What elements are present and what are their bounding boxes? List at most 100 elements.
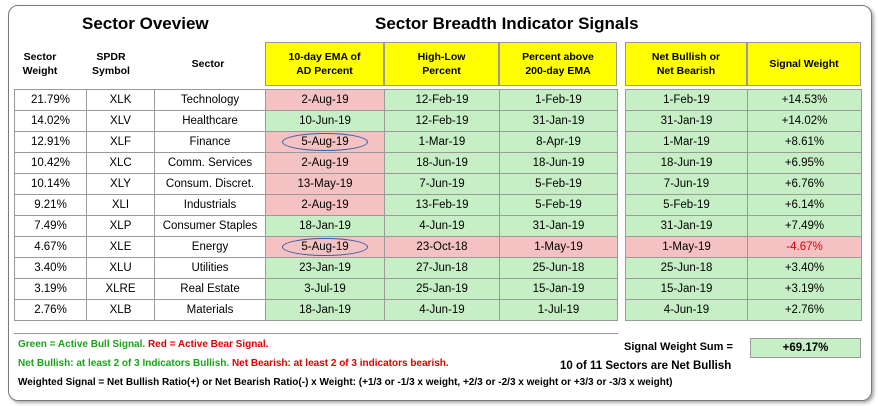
signal-weight-sum-label: Signal Weight Sum = [624,341,733,353]
table-row: 1-Feb-19 +14.53% [625,89,862,111]
header-ema-ad-percent: 10-day EMA of AD Percent [265,42,384,86]
table-row: 12.91% XLF Finance 5-Aug-19 1-Mar-19 8-Apr-19 [14,131,618,153]
pct-above-200-cell: 1-Feb-19 [499,89,618,111]
high-low-cell: 13-Feb-19 [384,194,500,216]
spdr-symbol-cell-text: XLRE [105,283,136,295]
spdr-symbol-cell: XLP [86,215,155,237]
spdr-symbol-cell-text: XLU [109,262,132,274]
table-row: 1-May-19 -4.67% [625,236,862,258]
sector-weight-cell: 3.40% [14,257,87,279]
ema-ad-cell: 18-Jan-19 [265,299,385,321]
spdr-symbol-cell: XLB [86,299,155,321]
sector-name-cell-text: Energy [191,241,229,253]
net-signal-cell: 4-Jun-19 [625,299,748,321]
signal-weight-cell: +7.49% [747,215,862,237]
high-low-cell-text: 12-Feb-19 [415,115,469,127]
ema-ad-cell-text: 2-Aug-19 [301,94,349,106]
signal-weight-sum-value: +69.17% [750,338,861,358]
high-low-cell-text: 13-Feb-19 [415,199,469,211]
table-row: 18-Jun-19 +6.95% [625,152,862,174]
pct-above-200-cell: 25-Jun-18 [499,257,618,279]
spdr-symbol-cell-text: XLB [109,304,132,316]
pct-above-200-cell: 5-Feb-19 [499,194,618,216]
sector-name-cell-text: Healthcare [182,115,238,127]
ema-ad-cell-text: 18-Jan-19 [299,304,351,316]
pct-above-200-cell-text: 18-Jun-19 [532,157,585,169]
net-signal-cell-text: 7-Jun-19 [663,178,710,190]
sector-name-cell-text: Industrials [183,199,237,211]
pct-above-200-cell-text: 1-May-19 [534,241,583,253]
table-row: 10.42% XLC Comm. Services 2-Aug-19 18-Jun-19… [14,152,618,174]
pct-above-200-cell: 18-Jun-19 [499,152,618,174]
table-row: 25-Jun-18 +3.40% [625,257,862,279]
legend-red-text: Red = Active Bear Signal. [147,339,269,350]
ema-ad-cell: 5-Aug-19 [265,131,385,153]
pct-above-200-cell-text: 31-Jan-19 [532,115,585,127]
table-row: 5-Feb-19 +6.14% [625,194,862,216]
sector-weight-cell-text: 7.49% [34,220,67,232]
spdr-symbol-cell-text: XLP [109,220,132,232]
sector-name-cell: Consumer Staples [154,215,266,237]
spdr-symbol-cell-text: XLC [109,157,132,169]
pct-above-200-cell: 8-Apr-19 [499,131,618,153]
pct-above-200-cell-text: 31-Jan-19 [532,220,585,232]
header-percent-above-200: Percent above 200-day EMA [499,42,617,86]
net-signal-cell: 5-Feb-19 [625,194,748,216]
spdr-symbol-cell-text: XLE [109,241,132,253]
signal-weight-cell: +14.53% [747,89,862,111]
signal-weight-cell-text: +3.19% [784,283,825,295]
sector-name-cell-text: Finance [189,136,231,148]
table-row: 9.21% XLI Industrials 2-Aug-19 13-Feb-19 5-Fe… [14,194,618,216]
high-low-cell-text: 27-Jun-18 [416,262,468,274]
sector-weight-cell-text: 21.79% [30,94,70,106]
sector-weight-cell-text: 14.02% [30,115,70,127]
sector-table: 21.79% XLK Technology 2-Aug-19 12-Feb-19 1-Fe… [14,89,618,321]
sector-name-cell: Industrials [154,194,266,216]
high-low-cell-text: 23-Oct-18 [416,241,468,253]
net-signal-cell: 1-Feb-19 [625,89,748,111]
pct-above-200-cell-text: 1-Jul-19 [537,304,580,316]
sector-weight-cell: 14.02% [14,110,87,132]
sector-weight-cell-text: 3.40% [34,262,67,274]
high-low-cell: 4-Jun-19 [384,299,500,321]
sector-weight-cell-text: 10.42% [30,157,70,169]
net-signal-cell-text: 1-May-19 [662,241,711,253]
high-low-cell: 4-Jun-19 [384,215,500,237]
spdr-symbol-cell: XLI [86,194,155,216]
spdr-symbol-cell: XLF [86,131,155,153]
ema-ad-cell: 3-Jul-19 [265,278,385,300]
net-signal-cell-text: 1-Mar-19 [663,136,710,148]
ema-ad-cell-text: 18-Jan-19 [299,220,351,232]
ema-ad-cell: 18-Jan-19 [265,215,385,237]
spdr-symbol-cell-text: XLK [109,94,132,106]
signal-weight-cell-text: +14.02% [781,115,828,127]
pct-above-200-cell: 5-Feb-19 [499,173,618,195]
ema-ad-cell: 2-Aug-19 [265,152,385,174]
legend-signal-colors: Green = Active Bull Signal. Red = Active… [18,339,268,350]
sector-name-cell-text: Real Estate [180,283,240,295]
high-low-cell-text: 18-Jun-19 [416,157,468,169]
table-row: 21.79% XLK Technology 2-Aug-19 12-Feb-19 1-Fe… [14,89,618,111]
sector-weight-cell-text: 4.67% [34,241,67,253]
table-row: 7-Jun-19 +6.76% [625,173,862,195]
net-signal-cell: 25-Jun-18 [625,257,748,279]
legend-divider [14,333,618,334]
net-signal-cell-text: 4-Jun-19 [663,304,710,316]
table-row: 4-Jun-19 +2.76% [625,299,862,321]
signal-weight-cell-text: +6.76% [784,178,825,190]
sector-name-cell: Materials [154,299,266,321]
pct-above-200-cell: 1-Jul-19 [499,299,618,321]
sector-weight-cell-text: 12.91% [30,136,70,148]
ema-ad-cell: 2-Aug-19 [265,194,385,216]
table-row: 7.49% XLP Consumer Staples 18-Jan-19 4-Jun-1… [14,215,618,237]
signal-weight-cell: +3.40% [747,257,862,279]
sector-weight-cell: 2.76% [14,299,87,321]
spdr-symbol-cell-text: XLY [110,178,131,190]
signal-weight-cell: +14.02% [747,110,862,132]
table-row: 2.76% XLB Materials 18-Jan-19 4-Jun-19 1-Jul-… [14,299,618,321]
spdr-symbol-cell: XLY [86,173,155,195]
signal-weight-cell-text: +6.14% [784,199,825,211]
signal-weight-cell: +6.76% [747,173,862,195]
net-signal-cell: 15-Jan-19 [625,278,748,300]
high-low-cell-text: 4-Jun-19 [419,220,465,232]
